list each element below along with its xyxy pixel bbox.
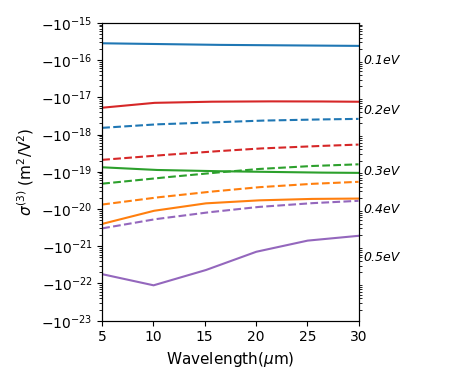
X-axis label: Wavelength($\mu$m): Wavelength($\mu$m)	[166, 350, 295, 369]
Y-axis label: $\sigma^{(3)}$ (m$^2$/V$^2$): $\sigma^{(3)}$ (m$^2$/V$^2$)	[15, 127, 36, 216]
Text: 0.3eV: 0.3eV	[364, 165, 400, 178]
Text: 0.4eV: 0.4eV	[364, 202, 400, 215]
Text: 0.1eV: 0.1eV	[364, 53, 400, 66]
Text: 0.5eV: 0.5eV	[364, 251, 400, 264]
Text: 0.2eV: 0.2eV	[364, 104, 400, 117]
